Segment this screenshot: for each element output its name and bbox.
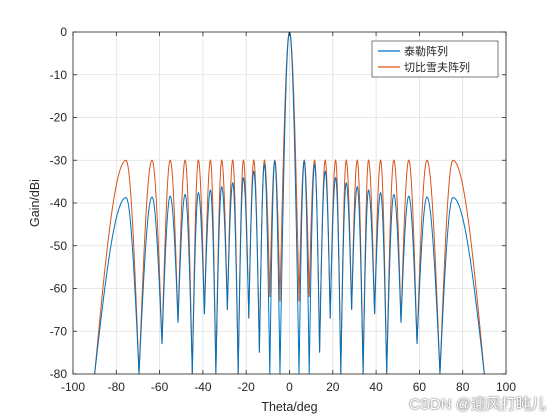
x-tick-label: -100 — [61, 380, 85, 394]
x-tick-label: -80 — [108, 380, 126, 394]
y-tick-label: -20 — [50, 111, 68, 125]
series-lines — [94, 32, 485, 374]
watermark: CSDN @迎风打盹儿 — [409, 396, 546, 413]
x-tick-label: 20 — [326, 380, 340, 394]
y-tick-label: -30 — [50, 153, 68, 167]
x-tick-label: 80 — [456, 380, 470, 394]
y-tick-label: -80 — [50, 367, 68, 381]
y-tick-label: -60 — [50, 282, 68, 296]
y-tick-label: -70 — [50, 324, 68, 338]
x-axis-label: Theta/deg — [261, 400, 317, 414]
y-axis-label: Gain/dBi — [28, 179, 42, 227]
x-tick-label: 60 — [413, 380, 427, 394]
y-tick-label: -10 — [50, 68, 68, 82]
x-tick-label: -20 — [238, 380, 256, 394]
x-tick-label: -40 — [194, 380, 212, 394]
x-tick-label: -60 — [151, 380, 169, 394]
x-tick-label: 40 — [369, 380, 383, 394]
y-tick-label: 0 — [60, 25, 67, 39]
y-tick-label: -40 — [50, 196, 68, 210]
x-tick-label: 100 — [496, 380, 516, 394]
x-tick-label: 0 — [286, 380, 293, 394]
ticks: -100 -80 -60 -40 -20 0 20 40 60 80 1000-10-20-30-4… — [50, 25, 517, 394]
legend-label-1: 泰勒阵列 — [404, 44, 448, 58]
series-line-1 — [94, 32, 485, 374]
legend-box — [371, 40, 499, 78]
legend-label-2: 切比雪夫阵列 — [404, 60, 470, 74]
y-tick-label: -50 — [50, 239, 68, 253]
